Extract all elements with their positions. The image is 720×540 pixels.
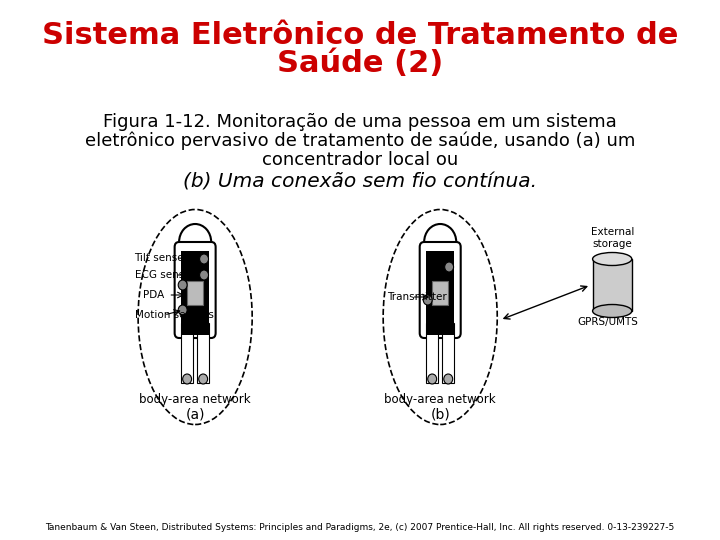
Bar — [442, 323, 454, 383]
Circle shape — [199, 254, 209, 264]
Bar — [426, 321, 454, 335]
Text: Tanenbaum & Van Steen, Distributed Systems: Principles and Paradigms, 2e, (c) 20: Tanenbaum & Van Steen, Distributed Syste… — [45, 523, 675, 532]
Text: Tilt sensor: Tilt sensor — [135, 253, 189, 263]
Text: eletrônico pervasivo de tratamento de saúde, usando (a) um: eletrônico pervasivo de tratamento de sa… — [85, 132, 635, 150]
Text: Figura 1-12. Monitoração de uma pessoa em um sistema: Figura 1-12. Monitoração de uma pessoa e… — [103, 113, 617, 131]
Circle shape — [179, 305, 187, 315]
Text: GPRS/UMTS: GPRS/UMTS — [577, 317, 638, 327]
Text: (b) Uma conexão sem fio contínua.: (b) Uma conexão sem fio contínua. — [183, 172, 537, 192]
Text: Sistema Eletrônico de Tratamento de: Sistema Eletrônico de Tratamento de — [42, 21, 678, 50]
Text: Saúde (2): Saúde (2) — [277, 50, 443, 78]
Circle shape — [444, 374, 453, 384]
Text: body-area network: body-area network — [384, 394, 496, 407]
Ellipse shape — [593, 253, 631, 266]
Text: PDA: PDA — [143, 290, 165, 300]
Text: Transmitter: Transmitter — [387, 292, 446, 302]
Bar — [181, 321, 210, 335]
Bar — [187, 281, 203, 305]
Circle shape — [423, 295, 432, 305]
Ellipse shape — [593, 305, 631, 318]
Text: ECG sensor: ECG sensor — [135, 270, 194, 280]
Text: (a): (a) — [185, 408, 205, 422]
Circle shape — [445, 262, 454, 272]
Text: External
storage: External storage — [590, 227, 634, 249]
Text: concentrador local ou: concentrador local ou — [262, 151, 458, 169]
Text: Motion sensors: Motion sensors — [135, 310, 213, 320]
Circle shape — [183, 374, 192, 384]
Text: (b): (b) — [431, 408, 450, 422]
Bar — [181, 323, 194, 383]
FancyBboxPatch shape — [175, 242, 215, 338]
FancyBboxPatch shape — [420, 242, 461, 338]
Circle shape — [199, 374, 207, 384]
Bar — [593, 259, 631, 311]
Circle shape — [179, 280, 187, 290]
Text: body-area network: body-area network — [140, 394, 251, 407]
Bar — [426, 251, 454, 325]
Bar — [197, 323, 210, 383]
Bar — [432, 281, 449, 305]
Circle shape — [428, 374, 436, 384]
Bar — [181, 251, 210, 325]
Bar — [426, 323, 438, 383]
Circle shape — [199, 270, 209, 280]
